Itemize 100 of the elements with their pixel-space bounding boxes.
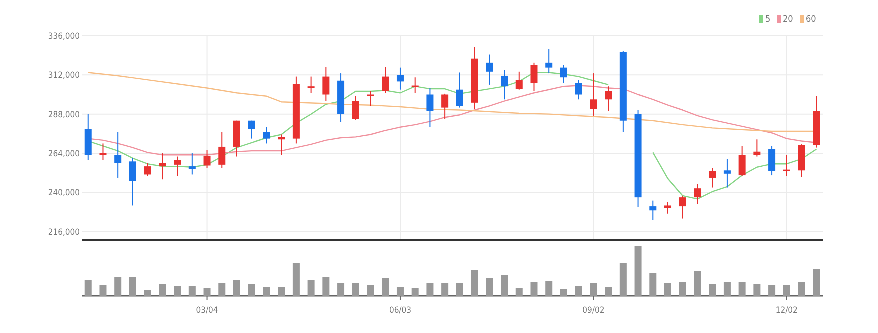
candlestick — [278, 134, 286, 156]
candlestick — [144, 162, 152, 177]
x-tick-label: 03/04 — [196, 306, 218, 316]
candlestick — [783, 154, 790, 177]
bar — [426, 284, 434, 296]
bar — [338, 284, 345, 296]
candlestick — [174, 156, 182, 177]
candlestick — [218, 132, 226, 169]
candlestick — [188, 153, 196, 176]
candlestick — [263, 126, 270, 144]
candlestick — [664, 202, 672, 214]
bar — [100, 285, 107, 296]
bar — [188, 286, 196, 296]
bar — [664, 283, 672, 296]
bar — [650, 274, 657, 296]
y-tick-label: 216,000 — [48, 228, 80, 238]
candlestick — [738, 146, 746, 177]
x-tick-label: 06/03 — [389, 306, 412, 316]
candlestick — [129, 158, 136, 206]
bar — [575, 286, 582, 296]
bar — [605, 287, 612, 296]
candlestick — [352, 96, 360, 121]
bar — [442, 283, 449, 296]
bar — [783, 285, 790, 296]
bar — [278, 287, 286, 296]
bar — [233, 280, 240, 296]
candlestick — [694, 184, 702, 205]
bar — [174, 286, 182, 296]
candlestick — [575, 80, 582, 100]
bar — [248, 284, 256, 296]
y-tick-label: 312,000 — [48, 71, 80, 82]
bar — [754, 284, 761, 296]
candlestick — [308, 76, 315, 94]
candlestick — [367, 90, 374, 107]
bar — [218, 283, 226, 296]
bar — [679, 282, 686, 296]
candlestick — [501, 70, 508, 100]
bar — [560, 289, 568, 296]
bar — [516, 288, 523, 296]
candlestick — [560, 64, 568, 84]
candlestick — [709, 168, 716, 188]
candlestick — [546, 48, 553, 74]
candlestick — [516, 71, 523, 90]
bar — [382, 278, 390, 296]
y-tick-label: 264,000 — [48, 149, 80, 160]
x-tick-label: 09/02 — [582, 306, 605, 316]
candlestick — [100, 143, 107, 161]
bar — [322, 277, 330, 296]
bar — [798, 282, 806, 296]
bar — [738, 282, 746, 296]
bar — [456, 283, 464, 296]
bar — [412, 288, 419, 296]
bar — [709, 284, 716, 296]
y-tick-label: 336,000 — [48, 32, 80, 42]
legend-label: 60 — [806, 15, 816, 25]
y-tick-label: 288,000 — [48, 110, 80, 120]
bar — [159, 284, 166, 296]
bar — [634, 246, 642, 296]
bar — [620, 264, 627, 296]
bar — [768, 285, 776, 296]
bar — [396, 287, 404, 296]
candlestick — [486, 54, 494, 86]
candlestick — [530, 62, 538, 92]
bar — [144, 290, 152, 296]
candlestick — [605, 86, 612, 112]
bar — [724, 282, 731, 296]
y-tick-label: 240,000 — [48, 188, 80, 199]
candlestick — [204, 150, 211, 169]
candlestick — [382, 66, 390, 94]
candlestick — [724, 158, 731, 188]
bar — [546, 282, 553, 296]
candlestick — [754, 139, 761, 158]
candlestick — [396, 67, 404, 90]
candlestick — [590, 73, 598, 116]
candlestick — [412, 77, 419, 94]
bar — [114, 277, 122, 296]
x-tick-label: 12/02 — [776, 306, 798, 316]
bar — [263, 287, 270, 296]
bar — [530, 282, 538, 296]
candlestick — [322, 66, 330, 102]
bar — [84, 280, 92, 296]
bar — [590, 284, 598, 296]
candlestick — [248, 120, 256, 140]
bar — [486, 278, 494, 296]
candlestick — [650, 200, 657, 221]
bar — [694, 272, 702, 296]
bar — [352, 283, 360, 296]
candlestick — [679, 195, 686, 220]
candlestick — [114, 132, 122, 178]
bar — [292, 264, 300, 296]
bar — [204, 288, 211, 296]
bar — [501, 276, 508, 296]
bar — [367, 285, 374, 296]
candlestick — [456, 72, 464, 108]
bar — [471, 270, 478, 296]
bar — [813, 269, 820, 296]
candlestick — [426, 88, 434, 128]
candlestick — [442, 93, 449, 120]
legend-label: 20 — [783, 15, 794, 25]
legend-label: 5 — [766, 15, 771, 25]
